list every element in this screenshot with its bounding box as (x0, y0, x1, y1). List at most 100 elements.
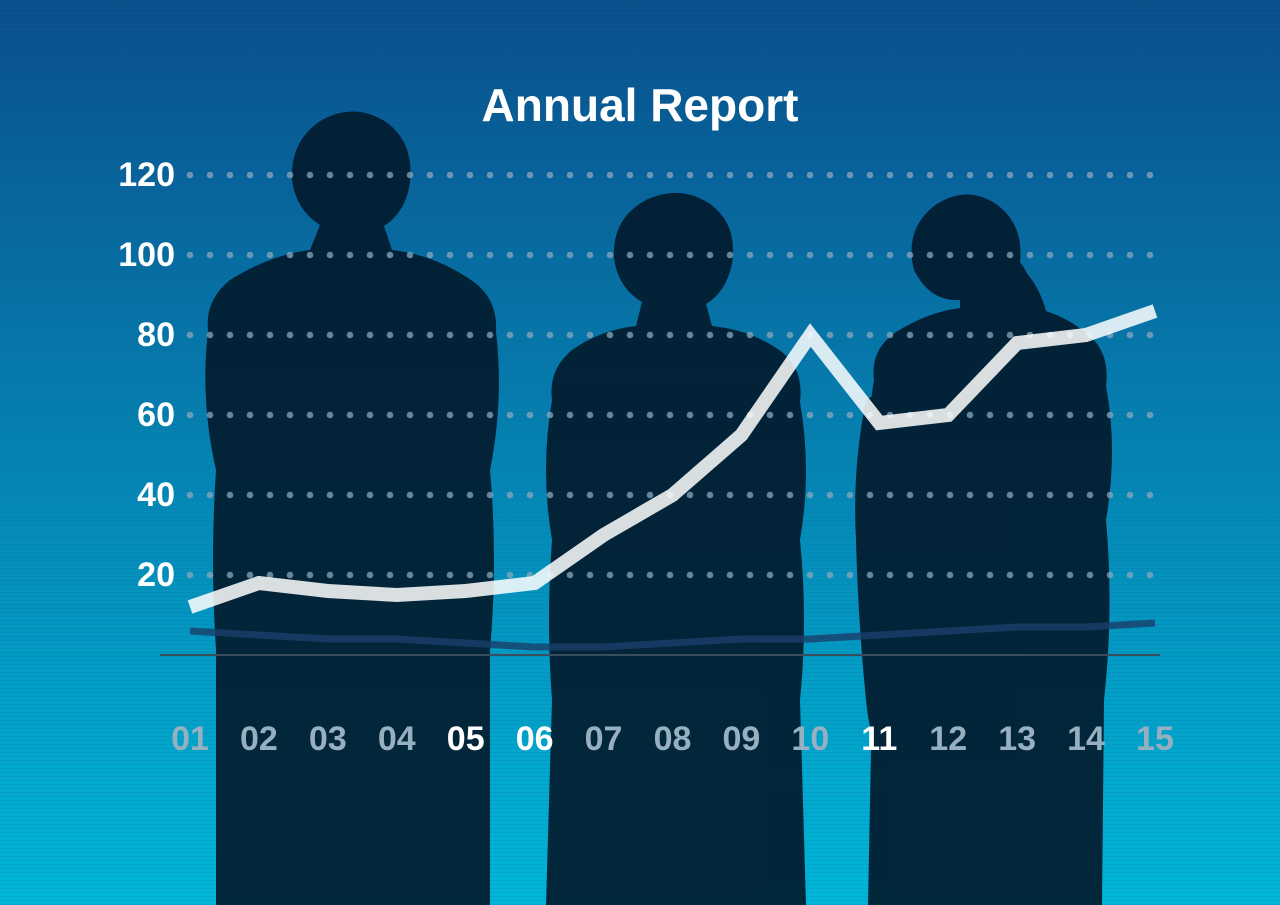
grid-dot (387, 412, 394, 419)
grid-dot (887, 332, 894, 339)
grid-dot (947, 332, 954, 339)
x-tick-label: 05 (436, 720, 496, 759)
grid-dot (1087, 492, 1094, 499)
grid-dot (787, 332, 794, 339)
grid-dot (527, 332, 534, 339)
grid-dot (647, 492, 654, 499)
grid-dot (767, 572, 774, 579)
grid-dot (407, 572, 414, 579)
grid-dot (347, 572, 354, 579)
grid-dot (307, 172, 314, 179)
grid-dot (707, 492, 714, 499)
grid-dot (787, 412, 794, 419)
grid-dot (187, 252, 194, 259)
x-tick-label: 13 (987, 720, 1047, 759)
grid-dot (1107, 172, 1114, 179)
grid-dot (967, 492, 974, 499)
grid-dot (987, 252, 994, 259)
grid-dot (767, 412, 774, 419)
grid-dot (987, 492, 994, 499)
grid-dot (407, 172, 414, 179)
grid-dot (467, 492, 474, 499)
grid-dot (247, 412, 254, 419)
grid-dot (467, 572, 474, 579)
grid-dot (267, 332, 274, 339)
grid-dot (287, 252, 294, 259)
grid-dot (1067, 252, 1074, 259)
grid-dot (1007, 252, 1014, 259)
grid-dot (1047, 172, 1054, 179)
grid-dot (467, 412, 474, 419)
x-tick-label: 11 (849, 720, 909, 759)
grid-dot (247, 572, 254, 579)
grid-dot (1087, 572, 1094, 579)
grid-dot (927, 252, 934, 259)
grid-dot (667, 412, 674, 419)
grid-dot (387, 572, 394, 579)
grid-dot (1087, 252, 1094, 259)
grid-dot (187, 572, 194, 579)
grid-dot (567, 492, 574, 499)
grid-dot (647, 572, 654, 579)
grid-dot (287, 172, 294, 179)
grid-dot (227, 412, 234, 419)
grid-dot (207, 412, 214, 419)
grid-dot (567, 412, 574, 419)
grid-dot (687, 492, 694, 499)
grid-dot (627, 412, 634, 419)
grid-dot (747, 172, 754, 179)
x-tick-label: 02 (229, 720, 289, 759)
y-tick-label: 40 (95, 476, 175, 515)
grid-dot (627, 172, 634, 179)
grid-dot (1107, 492, 1114, 499)
grid-dot (1047, 252, 1054, 259)
grid-dot (647, 252, 654, 259)
grid-dot (387, 252, 394, 259)
grid-dot (547, 252, 554, 259)
line-chart (0, 0, 1280, 905)
grid-dot (867, 492, 874, 499)
grid-dot (927, 332, 934, 339)
x-tick-label: 07 (574, 720, 634, 759)
grid-dot (327, 172, 334, 179)
grid-dot (747, 332, 754, 339)
grid-dot (327, 332, 334, 339)
grid-dot (527, 172, 534, 179)
grid-dot (447, 172, 454, 179)
grid-dot (827, 172, 834, 179)
grid-dot (667, 332, 674, 339)
grid-dot (607, 492, 614, 499)
grid-dot (867, 172, 874, 179)
grid-dot (767, 492, 774, 499)
grid-dot (707, 412, 714, 419)
grid-dot (427, 332, 434, 339)
grid-dot (747, 252, 754, 259)
grid-dot (647, 172, 654, 179)
grid-dot (967, 572, 974, 579)
grid-dot (1127, 572, 1134, 579)
grid-dot (707, 572, 714, 579)
grid-dot (1147, 572, 1154, 579)
grid-dot (307, 332, 314, 339)
grid-dot (667, 572, 674, 579)
grid-dot (1147, 252, 1154, 259)
grid-dot (1147, 332, 1154, 339)
grid-dot (1027, 412, 1034, 419)
grid-dot (267, 252, 274, 259)
grid-dot (227, 252, 234, 259)
grid-dot (487, 252, 494, 259)
grid-dot (1067, 172, 1074, 179)
x-tick-label: 06 (505, 720, 565, 759)
grid-dot (907, 572, 914, 579)
grid-dot (527, 252, 534, 259)
grid-dot (1087, 172, 1094, 179)
grid-dot (207, 252, 214, 259)
grid-dot (527, 412, 534, 419)
grid-dot (967, 252, 974, 259)
grid-dot (927, 172, 934, 179)
grid-dot (607, 572, 614, 579)
grid-dot (427, 412, 434, 419)
grid-dot (227, 172, 234, 179)
grid-dot (827, 252, 834, 259)
grid-dot (407, 412, 414, 419)
